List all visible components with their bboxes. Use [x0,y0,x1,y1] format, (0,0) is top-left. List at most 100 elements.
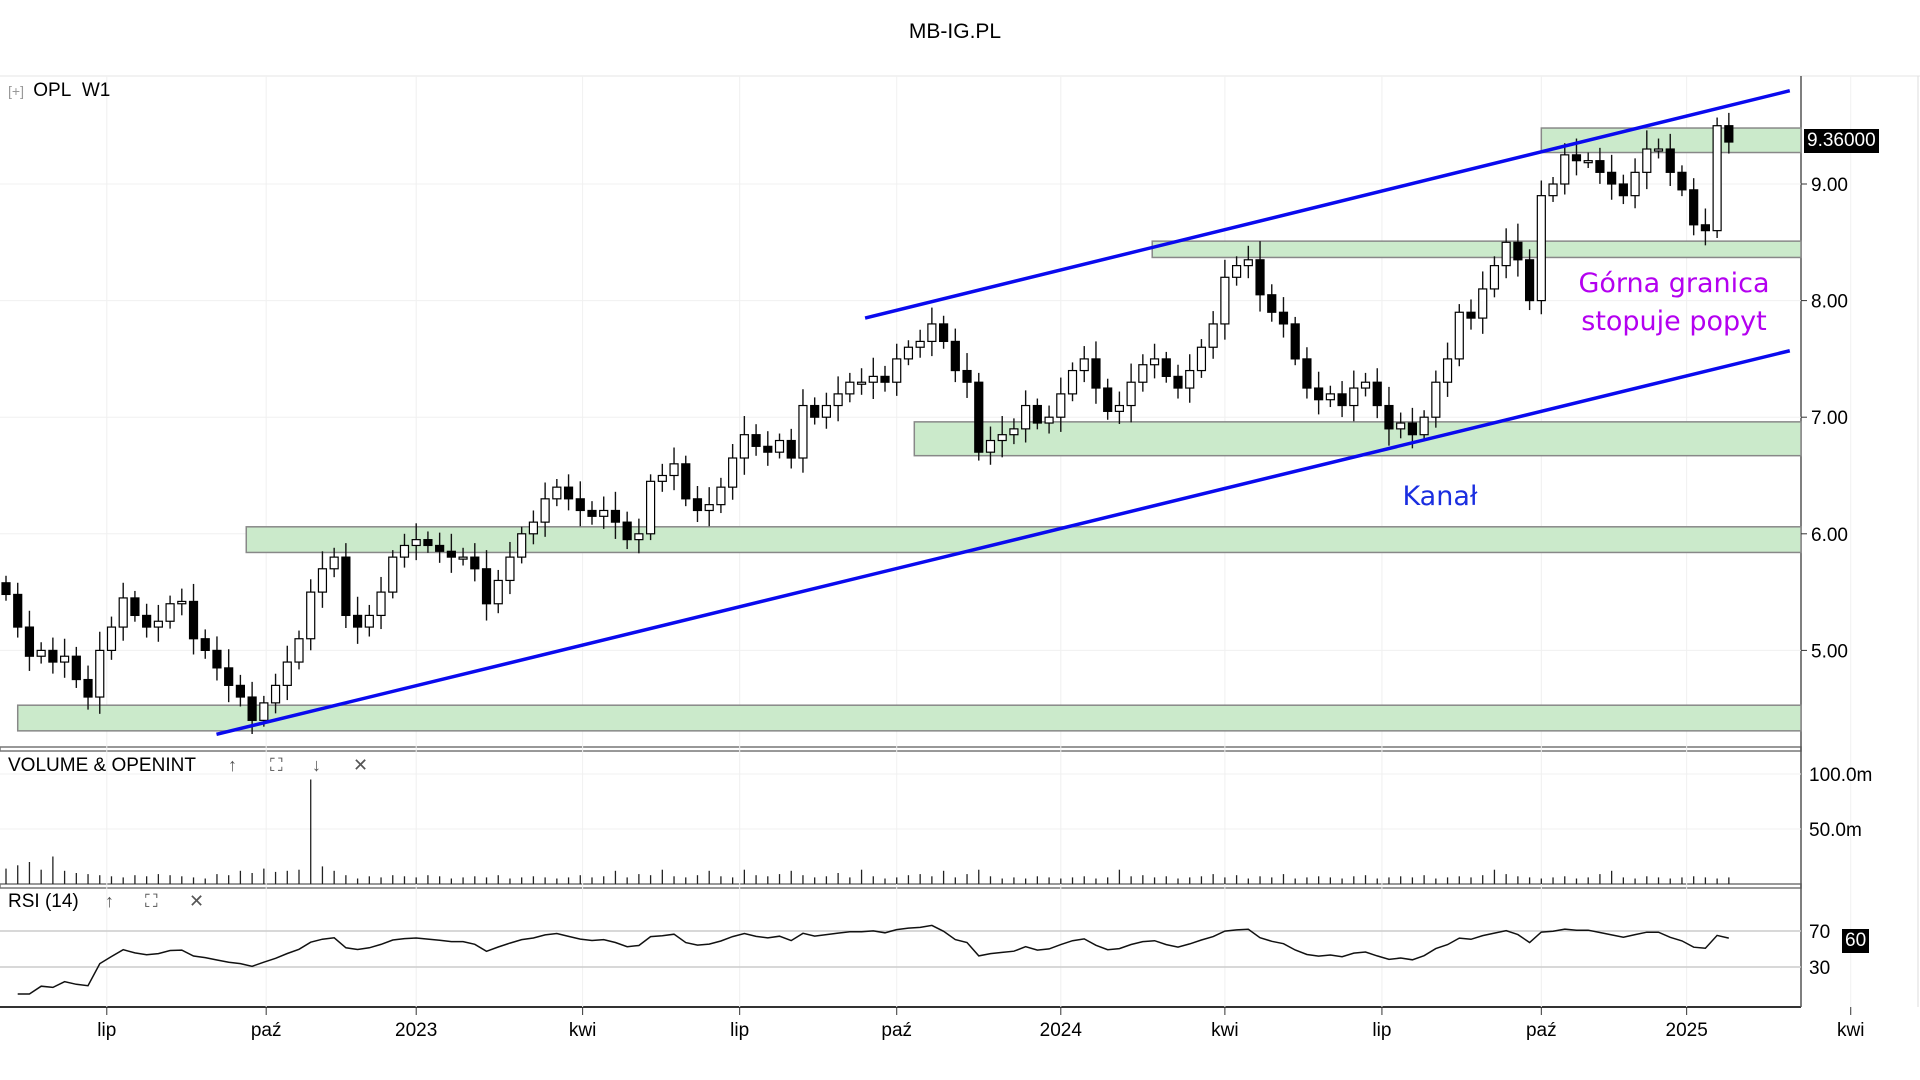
bullish-candle [868,375,878,383]
bearish-candle [1571,154,1582,162]
volume-tick-label: 50.0m [1809,820,1862,841]
last-price-badge: 9.36000 [1804,129,1879,153]
bullish-candle [997,434,1007,442]
rsi-tick-label: 70 [1809,922,1830,943]
x-tick-label: 2024 [1040,1020,1083,1041]
bearish-candle [470,556,480,570]
bullish-candle [821,404,832,418]
bullish-candle [1079,358,1089,372]
bullish-candle [1478,288,1488,319]
bullish-candle [728,457,738,488]
bearish-candle [435,544,445,552]
bearish-candle [1384,404,1394,430]
bullish-candle [306,591,316,640]
bearish-candle [880,375,890,383]
bearish-candle [48,649,58,663]
bearish-candle [1466,311,1476,319]
bullish-candle [739,434,749,459]
bearish-candle [610,509,621,523]
bearish-candle [1173,375,1183,389]
lower-channel-trendline [216,349,1791,737]
bullish-candle [399,544,410,558]
bullish-candle [552,486,562,500]
bullish-candle [411,539,421,547]
upper-channel-trendline [864,89,1791,320]
bearish-candle [481,568,492,605]
chart-title: MB-IG.PL [908,20,1002,43]
bullish-candle [599,509,609,517]
main-panel-header: [+] OPL W1 [8,80,110,102]
bearish-candle [1267,294,1277,313]
bearish-candle [1314,387,1324,401]
maximize-icon[interactable]: ⛶ [270,755,283,775]
rsi-line [17,924,1729,995]
arrow-up-icon[interactable]: ↑ [228,755,237,775]
bullish-candle [177,600,187,605]
bullish-candle [458,556,468,560]
bearish-candle [1407,422,1418,436]
bullish-candle [1560,154,1570,185]
bullish-candle [1114,404,1125,412]
bearish-candle [1161,358,1171,377]
bearish-candle [188,600,199,640]
bullish-candle [1630,171,1640,197]
bearish-candle [1103,387,1113,412]
arrow-up-icon[interactable]: ↑ [105,891,114,911]
bearish-candle [587,509,597,517]
bullish-candle [505,556,515,582]
bullish-candle [669,463,679,477]
bearish-candle [1302,358,1312,389]
bullish-candle [1583,160,1593,164]
bearish-candle [247,696,257,721]
bullish-candle [1208,323,1218,348]
bearish-candle [212,649,222,669]
volume-panel-title: VOLUME & OPENINT [8,755,196,776]
bearish-candle [1700,224,1711,232]
bullish-candle [1021,404,1031,430]
bullish-candle [716,486,726,506]
bearish-candle [974,381,984,453]
bullish-candle [645,480,656,535]
bearish-candle [1524,259,1535,302]
bullish-candle [634,533,644,541]
bullish-candle [1149,358,1160,366]
bullish-candle [1185,369,1195,389]
bearish-candle [786,439,796,459]
bullish-candle [1196,346,1207,372]
bullish-candle [1044,416,1054,424]
bullish-candle [59,655,70,663]
x-tick-label: paź [251,1020,282,1041]
annotation-channel: Kanał [1402,481,1477,512]
bullish-candle [294,638,304,663]
bullish-candle [1642,148,1652,173]
rsi-value-badge: 60 [1842,929,1870,953]
bullish-candle [1349,387,1359,407]
bullish-candle [165,603,175,622]
bearish-candle [1091,358,1101,389]
expand-toggle-icon[interactable]: [+] [8,83,24,99]
bullish-candle [1243,259,1253,267]
bearish-candle [1278,311,1289,325]
bullish-candle [329,556,339,570]
bullish-candle [1442,358,1453,383]
maximize-icon[interactable]: ⛶ [145,891,158,911]
bullish-candle [376,591,386,617]
bearish-candle [1607,171,1617,185]
bearish-candle [423,539,433,547]
close-icon[interactable]: ✕ [353,755,369,775]
y-tick-label: 5.00 [1811,641,1848,662]
bearish-candle [1290,323,1300,360]
bullish-candle [774,439,785,453]
annotation-upper-2: stopuje popyt [1581,306,1766,337]
bullish-candle [704,504,714,512]
bearish-candle [1,582,11,596]
arrow-down-icon[interactable]: ↓ [312,755,321,775]
close-icon[interactable]: ✕ [189,891,205,911]
bullish-candle [364,614,374,628]
bullish-candle [1231,265,1242,278]
bullish-candle [36,649,46,657]
support-resistance-zone [1151,240,1802,259]
bullish-candle [1325,393,1335,401]
bullish-candle [985,439,996,453]
bullish-candle [540,498,550,523]
